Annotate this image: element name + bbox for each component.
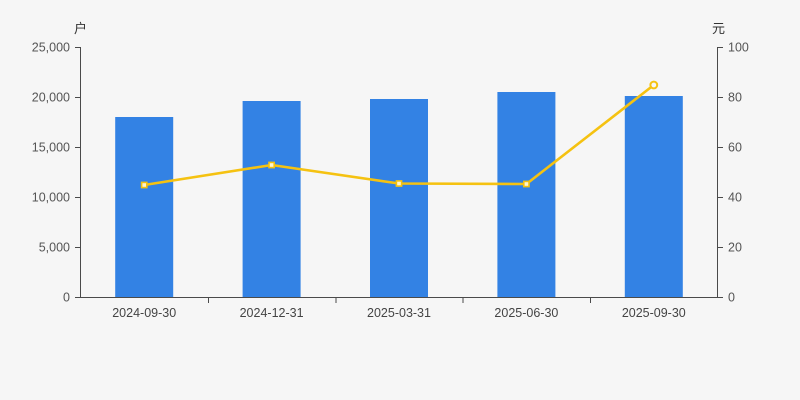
line-marker-2025-09-30 bbox=[649, 80, 659, 90]
line-marker-2025-03-31 bbox=[395, 180, 403, 187]
right-tick-label: 0 bbox=[728, 291, 735, 305]
line-marker-2024-12-31 bbox=[268, 161, 275, 169]
left-tick-label: 25,000 bbox=[32, 41, 70, 55]
left-tick-label: 10,000 bbox=[32, 191, 70, 205]
bar-series bbox=[115, 92, 683, 297]
right-axis-ticks: 0 20 40 60 80 100 bbox=[717, 41, 749, 305]
right-tick-label: 40 bbox=[728, 191, 742, 205]
left-tick-label: 20,000 bbox=[32, 91, 70, 105]
x-axis-ticks bbox=[207, 297, 592, 303]
line-series bbox=[140, 80, 659, 189]
left-tick-label: 5,000 bbox=[39, 241, 70, 255]
x-axis-label-2025-03-31: 2025-03-31 bbox=[367, 306, 431, 320]
x-axis-label-2024-12-31: 2024-12-31 bbox=[240, 306, 304, 320]
line-marker-2025-06-30 bbox=[522, 180, 530, 188]
right-tick-label: 80 bbox=[728, 91, 742, 105]
right-axis-unit-label: 元 bbox=[712, 21, 725, 36]
bar-2024-12-31 bbox=[242, 101, 301, 297]
left-axis-ticks: 0 5,000 10,000 15,000 20,000 25,000 bbox=[32, 41, 81, 305]
right-tick-label: 60 bbox=[728, 141, 742, 155]
right-tick-label: 100 bbox=[728, 41, 749, 55]
x-axis-label-2025-09-30: 2025-09-30 bbox=[622, 306, 686, 320]
right-tick-label: 20 bbox=[728, 241, 742, 255]
x-axis-labels: 2024-09-30 2024-12-31 2025-03-31 2025-06-30… bbox=[112, 306, 686, 320]
left-axis-unit-label: 户 bbox=[74, 21, 87, 36]
left-tick-label: 15,000 bbox=[32, 141, 70, 155]
left-tick-label: 0 bbox=[63, 291, 70, 305]
bar-2025-03-31 bbox=[370, 99, 428, 297]
bar-2025-06-30 bbox=[497, 92, 556, 297]
x-axis-label-2025-06-30: 2025-06-30 bbox=[494, 306, 558, 320]
bar-2024-09-30 bbox=[115, 117, 174, 297]
x-axis-label-2024-09-30: 2024-09-30 bbox=[112, 306, 176, 320]
line-marker-2024-09-30 bbox=[140, 181, 148, 189]
bar-2025-09-30 bbox=[624, 96, 683, 297]
